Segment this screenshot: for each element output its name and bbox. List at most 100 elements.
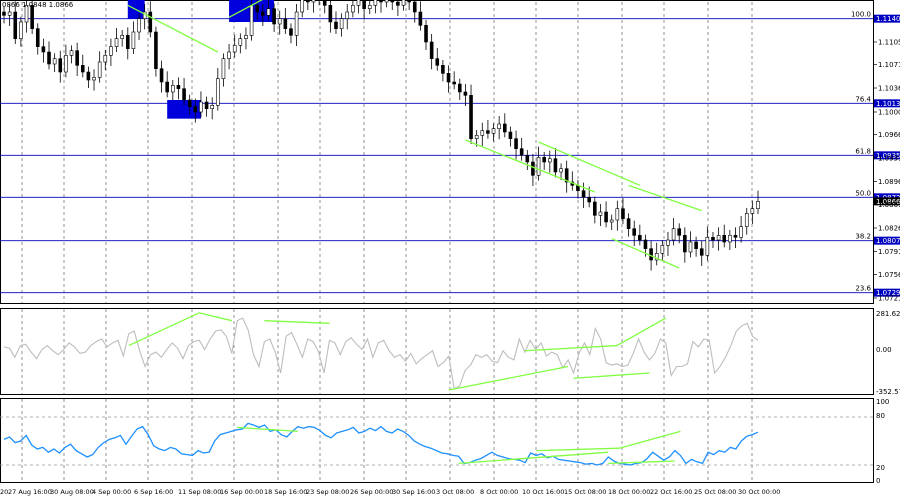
cci-zero-label: 0.00 xyxy=(876,346,892,354)
time-label: 20 xyxy=(0,488,8,496)
candle-body xyxy=(728,235,732,243)
rsi-pane-frame xyxy=(0,398,874,483)
time-label: 27 Aug 16:00 xyxy=(8,488,52,496)
current-price-tag xyxy=(874,197,900,206)
candle-body xyxy=(553,158,558,173)
cci-trend-line xyxy=(616,317,667,347)
price-pane-frame xyxy=(0,0,874,304)
candle-body xyxy=(328,5,333,23)
price-trend-line xyxy=(611,238,680,269)
time-label: 18 Sep 16:00 xyxy=(264,488,307,496)
candle-body xyxy=(491,128,496,134)
candle-body xyxy=(497,123,501,129)
candle-body xyxy=(13,11,18,39)
rsi-80-label: 80 xyxy=(876,412,885,420)
fib-price-label: 1.0807 xyxy=(876,237,900,245)
candle-body xyxy=(69,50,74,56)
candle-body xyxy=(322,0,327,6)
rsi-line xyxy=(3,422,759,466)
vertical-grid xyxy=(21,2,753,482)
time-label: 18 Oct 00:00 xyxy=(608,488,650,496)
candle-body xyxy=(339,18,344,29)
cci-trend-line xyxy=(573,372,650,379)
fib-price-tag xyxy=(874,288,900,297)
candle-body xyxy=(148,11,153,33)
candle-body xyxy=(351,5,355,13)
time-label: 23 Sep 08:00 xyxy=(306,488,349,496)
candle-body xyxy=(345,11,350,19)
candle-body xyxy=(390,0,395,3)
candle-body xyxy=(559,168,563,173)
candle-body xyxy=(649,248,653,261)
candle-body xyxy=(41,46,46,53)
price-label: 1.1000 xyxy=(878,109,900,117)
price-label: 1.0721 xyxy=(878,295,900,303)
candle-body xyxy=(199,101,203,113)
time-label: 30 Aug 08:00 xyxy=(50,488,94,496)
candle-body xyxy=(75,50,79,66)
cci-trend-line xyxy=(199,312,232,322)
candle-body xyxy=(334,21,338,29)
cci-top-label: 281.6237 xyxy=(876,310,900,318)
candle-body xyxy=(204,101,209,109)
candle-body xyxy=(159,68,164,83)
candle-body xyxy=(722,235,727,243)
fib-price-label: 1.0935 xyxy=(876,152,900,160)
candle-body xyxy=(176,85,181,89)
candle-body xyxy=(244,35,248,39)
candle-body xyxy=(289,28,293,36)
candle-body xyxy=(604,211,608,223)
candle-body xyxy=(564,168,569,183)
candle-body xyxy=(30,5,34,29)
rsi-trend-line xyxy=(236,426,298,433)
candle-body xyxy=(424,25,428,43)
fib-price-label: 1.1013 xyxy=(876,100,900,108)
rsi-trend-line xyxy=(458,451,609,465)
candle-body xyxy=(711,237,715,241)
fib-level-percent: 61.8 xyxy=(855,147,871,155)
candle-body xyxy=(683,235,687,253)
candle-body xyxy=(716,235,721,241)
candle-body xyxy=(744,213,749,227)
cci-trend-line xyxy=(524,344,618,352)
candle-body xyxy=(182,88,186,101)
candle-body xyxy=(514,138,518,149)
candle-body xyxy=(238,38,243,46)
time-label: 30 Sep 16:00 xyxy=(392,488,435,496)
candle-body xyxy=(356,0,361,6)
trend-lines xyxy=(127,0,702,269)
candle-body xyxy=(666,239,670,246)
candle-body xyxy=(261,11,265,16)
candle-body xyxy=(536,157,541,176)
rsi-100-label: 100 xyxy=(876,398,889,406)
cci-pane-frame xyxy=(0,308,874,395)
candle-body xyxy=(311,0,316,3)
cci-trend-line xyxy=(448,365,569,391)
fib-price-label: 1.1140 xyxy=(876,15,900,23)
candle-body xyxy=(469,95,473,139)
candle-body xyxy=(531,161,535,176)
candle-body xyxy=(474,135,479,139)
candle-body xyxy=(171,85,175,93)
candle-body xyxy=(705,237,710,256)
cci-bottom-label: -352.570 xyxy=(876,388,900,396)
candle-body xyxy=(2,11,6,16)
price-label: 1.1105 xyxy=(878,39,900,47)
fibonacci-levels: 100.01.114076.41.101361.81.093550.01.087… xyxy=(0,11,900,297)
rsi-20-label: 20 xyxy=(876,464,885,472)
price-label: 1.0826 xyxy=(878,225,900,233)
candle-body xyxy=(587,197,591,203)
time-label: 25 Oct 08:00 xyxy=(694,488,736,496)
candle-body xyxy=(47,51,51,65)
price-trend-line xyxy=(228,0,263,18)
candle-body xyxy=(429,41,434,59)
symbol-header: 0866 1.0848 1.0866 xyxy=(2,1,74,9)
candle-body xyxy=(210,105,214,109)
candle-body xyxy=(97,61,102,78)
candle-body xyxy=(300,0,305,13)
